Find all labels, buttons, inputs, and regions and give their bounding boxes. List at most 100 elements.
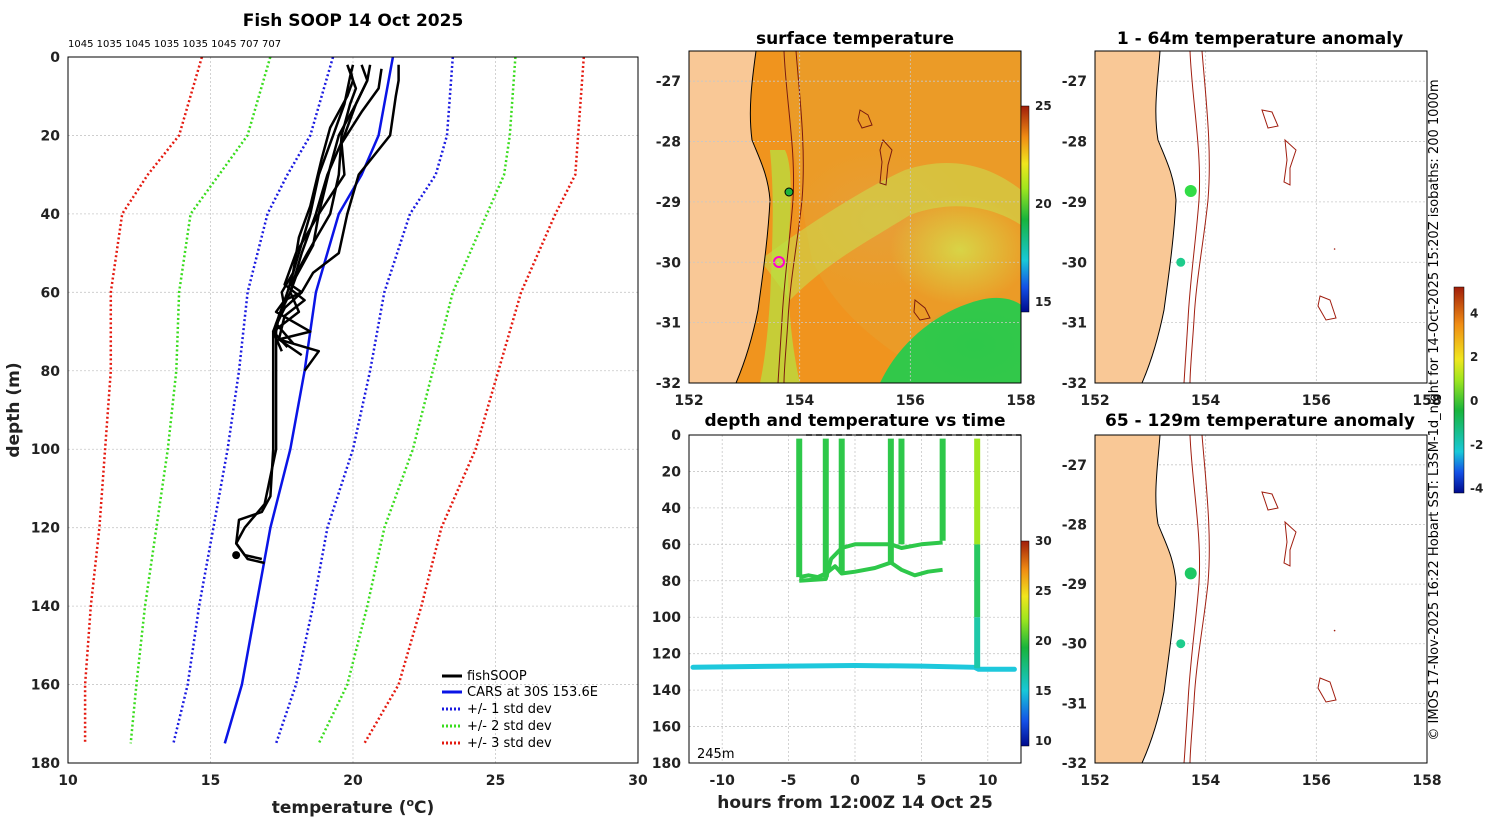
anomaly-shallow-point-0 [1184, 185, 1197, 198]
anomaly-deep-point-0 [1184, 567, 1197, 580]
profile-legend: fishSOOP CARS at 30S 153.6E +/- 1 std de… [442, 669, 598, 751]
profile-ytick: 80 [41, 364, 61, 380]
profile-ytick: 140 [31, 599, 60, 615]
anomaly-deep-ytick: -32 [1062, 756, 1087, 772]
std3-minus-line [83, 56, 204, 744]
depth-time-ytick: 0 [671, 428, 681, 444]
depth-time-ytick: 80 [662, 574, 682, 590]
anomaly-deep-points [1176, 567, 1336, 649]
bottom-track [690, 662, 1017, 672]
std2-plus-line [317, 56, 517, 744]
depth-time-xtick: -10 [710, 773, 736, 789]
anomaly-deep-isobath-200 [1183, 435, 1201, 763]
sst-colorbar-tick: 15 [1035, 295, 1052, 309]
temp-colorbar-tick: 30 [1035, 534, 1052, 548]
fishsoop-profile-0 [274, 64, 400, 372]
anomaly-colorbar-tick: -4 [1470, 482, 1483, 496]
anomaly-colorbar-ticks: 4 2 0 -2 -4 [1470, 306, 1483, 495]
profile-ytick: 40 [41, 207, 61, 223]
legend-std3: +/- 3 std dev [467, 736, 552, 751]
profile-xtick: 25 [486, 773, 505, 789]
sst-xtick: 158 [1006, 393, 1035, 409]
anomaly-shallow-seamount-3 [1317, 295, 1337, 321]
anomaly-shallow-isobath-200 [1183, 51, 1201, 383]
profile-lines [83, 56, 586, 745]
anomaly-deep-title: 65 - 129m temperature anomaly [1105, 411, 1415, 431]
tow-trace-1 [798, 560, 943, 580]
profile-ytick: 20 [41, 128, 61, 144]
sst-xtick: 156 [896, 393, 925, 409]
anomaly-deep-panel: 65 - 129m temperature anomaly 152 154 156 1… [1062, 411, 1442, 789]
anomaly-deep-point-1 [1176, 639, 1186, 649]
profile-xtick: 30 [628, 773, 648, 789]
anomaly-shallow-seamount-1 [1261, 109, 1279, 129]
sst-coastline [735, 51, 771, 383]
sst-ytick: -29 [656, 195, 681, 211]
sst-isobath-1000 [783, 51, 804, 383]
anomaly-colorbar-tick: 2 [1470, 350, 1478, 364]
profile-title: Fish SOOP 14 Oct 2025 [243, 11, 464, 31]
profile-frame [67, 56, 639, 764]
depth-time-grid [689, 434, 1021, 764]
profile-ticks: 10 15 20 25 30 0 20 40 60 80 100 120 140 160 180 [31, 50, 648, 789]
legend-cars: CARS at 30S 153.6E [467, 685, 598, 700]
depth-time-ytick: 180 [652, 756, 681, 772]
anomaly-shallow-seamount-2 [1283, 138, 1297, 186]
side-note: © IMOS 17-Nov-2025 16:22 Hobart SST: L3S… [1427, 79, 1442, 740]
sst-land [689, 51, 770, 383]
sst-field [689, 51, 1021, 383]
sst-seamount-3 [913, 299, 931, 321]
anomaly-colorbar [1453, 286, 1465, 494]
sst-ytick: -31 [656, 316, 681, 332]
anomaly-colorbar-tick: -2 [1470, 438, 1483, 452]
profile-ylabel: depth (m) [4, 362, 24, 457]
anomaly-deep-seamount-2 [1283, 520, 1297, 567]
anomaly-shallow-xtick: 156 [1302, 393, 1331, 409]
sst-ytick: -28 [656, 135, 681, 151]
depth-time-ytick: 160 [652, 720, 681, 736]
temp-colorbar-tick: 25 [1035, 584, 1052, 598]
profile-ytick: 120 [31, 521, 60, 537]
fishsoop-profile-5 [234, 64, 355, 561]
legend-std2: +/- 2 std dev [467, 719, 552, 734]
anomaly-deep-ytick: -27 [1062, 458, 1087, 474]
anomaly-colorbar-tick: 4 [1470, 306, 1478, 320]
anomaly-shallow-land [1095, 51, 1177, 383]
sst-xtick: 154 [785, 393, 814, 409]
sst-seamount-2 [879, 139, 893, 186]
sst-isobath-200 [777, 51, 795, 383]
depth-time-ytick: 140 [652, 683, 681, 699]
anomaly-deep-ytick: -30 [1062, 637, 1088, 653]
profile-xtick: 10 [58, 773, 78, 789]
anomaly-deep-frame [1094, 434, 1428, 764]
fishsoop-profile-6 [234, 64, 372, 565]
anomaly-deep-xtick: 152 [1080, 773, 1109, 789]
depth-time-ytick: 120 [652, 647, 681, 663]
std2-minus-line [129, 56, 272, 744]
sst-xtick: 152 [674, 393, 703, 409]
anomaly-shallow-ytick: -31 [1062, 316, 1087, 332]
anomaly-colorbar-tick: 0 [1470, 394, 1478, 408]
profile-ytick: 100 [31, 442, 60, 458]
anomaly-deep-xtick: 156 [1302, 773, 1331, 789]
temp-colorbar-tick: 10 [1035, 734, 1052, 748]
sst-eddy-cool [890, 195, 1021, 305]
anomaly-shallow-ytick: -28 [1062, 135, 1087, 151]
sst-eddy-se [915, 305, 1021, 383]
tow-trace-2 [799, 540, 943, 583]
anomaly-deep-ticks: 152 154 156 158 -27 -28 -29 -30 -31 -32 [1062, 458, 1442, 789]
profile-grid [67, 56, 639, 764]
profile-ytick: 60 [41, 285, 61, 301]
depth-time-xtick: 5 [917, 773, 927, 789]
depth-time-title: depth and temperature vs time [705, 411, 1006, 431]
anomaly-shallow-speck [1333, 248, 1336, 250]
anomaly-shallow-title: 1 - 64m temperature anomaly [1117, 29, 1403, 49]
sst-ticks: 152 154 156 158 -27 -28 -29 -30 -31 -32 [656, 74, 1036, 409]
sst-seamount-1 [857, 109, 873, 129]
std3-plus-line [363, 56, 586, 745]
anomaly-shallow-panel: 1 - 64m temperature anomaly 152 154 156 158… [1062, 29, 1442, 409]
anomaly-deep-xtick: 158 [1412, 773, 1441, 789]
anomaly-deep-seamount-1 [1261, 491, 1279, 511]
depth-time-data [690, 438, 1017, 672]
